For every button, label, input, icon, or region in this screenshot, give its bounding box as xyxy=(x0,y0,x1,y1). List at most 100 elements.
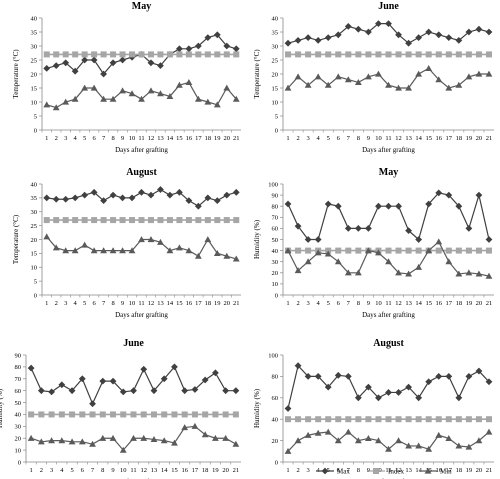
y-tick-label: 5 xyxy=(34,113,37,120)
x-tick-label: 3 xyxy=(64,300,67,307)
y-tick-label: 20 xyxy=(15,436,22,443)
x-tick-label: 14 xyxy=(167,300,174,307)
data-point-min xyxy=(138,236,145,243)
data-point-index xyxy=(415,51,422,58)
x-tick-label: 9 xyxy=(367,300,370,307)
data-point-index xyxy=(355,51,362,58)
x-tick-label: 10 xyxy=(120,467,127,474)
data-point-max xyxy=(455,394,463,402)
data-point-min xyxy=(405,270,412,277)
y-tick-label: 60 xyxy=(272,226,279,233)
x-tick-label: 13 xyxy=(151,467,158,474)
data-point-min xyxy=(324,250,332,257)
data-point-min xyxy=(405,84,412,91)
x-tick-label: 14 xyxy=(415,135,422,142)
data-point-max xyxy=(445,34,453,41)
data-point-min xyxy=(455,442,463,449)
data-point-max xyxy=(375,394,382,402)
data-point-min xyxy=(344,428,352,435)
data-point-min xyxy=(445,258,453,265)
data-point-max xyxy=(365,383,372,391)
y-tick-label: 50 xyxy=(15,400,22,407)
x-tick-label: 8 xyxy=(101,467,104,474)
x-tick-label: 8 xyxy=(111,135,114,142)
x-tick-label: 15 xyxy=(171,467,178,474)
data-point-min xyxy=(166,93,174,99)
data-point-index xyxy=(129,217,136,224)
data-point-index xyxy=(375,51,382,58)
data-point-min xyxy=(405,442,412,449)
data-point-max xyxy=(89,400,96,408)
data-point-max xyxy=(191,386,199,393)
data-point-max xyxy=(52,62,60,69)
data-point-max xyxy=(140,365,148,373)
chart-panel: August0204060801001234567891011121314151… xyxy=(253,338,494,479)
x-tick-label: 2 xyxy=(55,300,58,307)
data-point-index xyxy=(185,217,192,224)
x-tick-label: 9 xyxy=(121,135,124,142)
data-point-index xyxy=(214,217,221,224)
y-tick-label: 50 xyxy=(272,237,279,244)
data-point-index xyxy=(69,411,76,418)
x-tick-label: 2 xyxy=(296,467,299,474)
x-tick-label: 21 xyxy=(233,135,240,142)
chart-title: May xyxy=(379,167,398,178)
data-point-min xyxy=(425,65,433,71)
data-point-min xyxy=(222,434,230,441)
data-point-index xyxy=(295,416,302,423)
data-point-min xyxy=(485,428,493,435)
data-point-max xyxy=(213,197,221,205)
x-tick-label: 4 xyxy=(60,467,64,474)
data-point-min xyxy=(100,95,107,102)
data-point-min xyxy=(71,247,79,254)
data-point-index xyxy=(285,416,292,423)
y-tick-label: 100 xyxy=(268,352,278,359)
data-point-max xyxy=(68,387,76,395)
x-tick-label: 17 xyxy=(446,467,453,474)
data-point-index xyxy=(315,51,322,58)
data-point-index xyxy=(385,51,392,58)
data-point-min xyxy=(176,81,183,88)
y-tick-label: 40 xyxy=(15,412,22,419)
data-point-max xyxy=(27,364,35,372)
data-point-index xyxy=(405,416,412,423)
y-tick-label: 0 xyxy=(34,292,37,299)
data-point-max xyxy=(344,373,352,380)
x-axis-label: Days after grafting xyxy=(115,311,168,319)
data-point-min xyxy=(171,439,178,446)
data-point-index xyxy=(119,51,126,58)
x-tick-label: 8 xyxy=(357,467,360,474)
data-point-max xyxy=(138,188,145,196)
data-point-max xyxy=(385,389,392,396)
data-point-min xyxy=(294,73,302,80)
x-tick-label: 13 xyxy=(405,300,412,307)
data-point-min xyxy=(435,238,443,245)
x-tick-label: 21 xyxy=(233,467,240,474)
data-point-index xyxy=(485,51,492,58)
data-point-index xyxy=(43,51,50,58)
data-point-index xyxy=(53,217,60,224)
x-tick-label: 3 xyxy=(50,467,53,474)
data-point-max xyxy=(100,70,107,78)
data-point-index xyxy=(475,247,482,254)
y-tick-label: 15 xyxy=(272,85,279,92)
data-point-max xyxy=(62,195,70,203)
data-point-index xyxy=(295,51,302,58)
data-point-index xyxy=(233,51,240,58)
data-point-min xyxy=(475,270,483,277)
x-tick-label: 3 xyxy=(306,467,309,474)
data-point-max xyxy=(485,378,493,386)
legend-label-min: Min xyxy=(440,468,452,476)
data-point-max xyxy=(475,367,483,375)
data-point-index xyxy=(445,247,452,254)
legend-marker-max xyxy=(321,467,329,475)
data-point-max xyxy=(314,373,322,380)
data-point-index xyxy=(385,416,392,423)
data-point-min xyxy=(344,76,352,83)
data-point-index xyxy=(191,411,198,418)
data-point-index xyxy=(222,411,229,418)
data-point-max xyxy=(71,67,79,75)
series-line-max xyxy=(287,364,490,409)
data-point-index xyxy=(435,416,442,423)
